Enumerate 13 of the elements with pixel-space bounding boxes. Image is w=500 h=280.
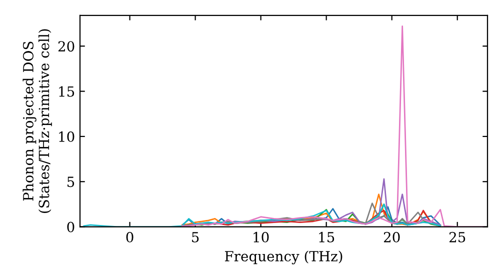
- x-tick-label: 25: [449, 232, 466, 242]
- y-tick-label: 15: [59, 86, 74, 97]
- x-tick-label: 0: [126, 232, 134, 242]
- y-tick-label: 20: [58, 41, 74, 52]
- x-tick-label: 10: [254, 232, 269, 242]
- y-tick-label: 5: [67, 176, 74, 188]
- y-tick-label: 0: [67, 222, 74, 232]
- x-tick-label: 20: [384, 232, 400, 242]
- x-axis-title: Frequency (THz): [224, 250, 342, 264]
- x-tick-label: 15: [319, 232, 334, 242]
- x-tick-label: 5: [192, 232, 199, 242]
- y-tick-label: 10: [59, 131, 74, 142]
- y-axis-title: Phonon projected DOS (States/THz·primitive cell): [22, 29, 52, 213]
